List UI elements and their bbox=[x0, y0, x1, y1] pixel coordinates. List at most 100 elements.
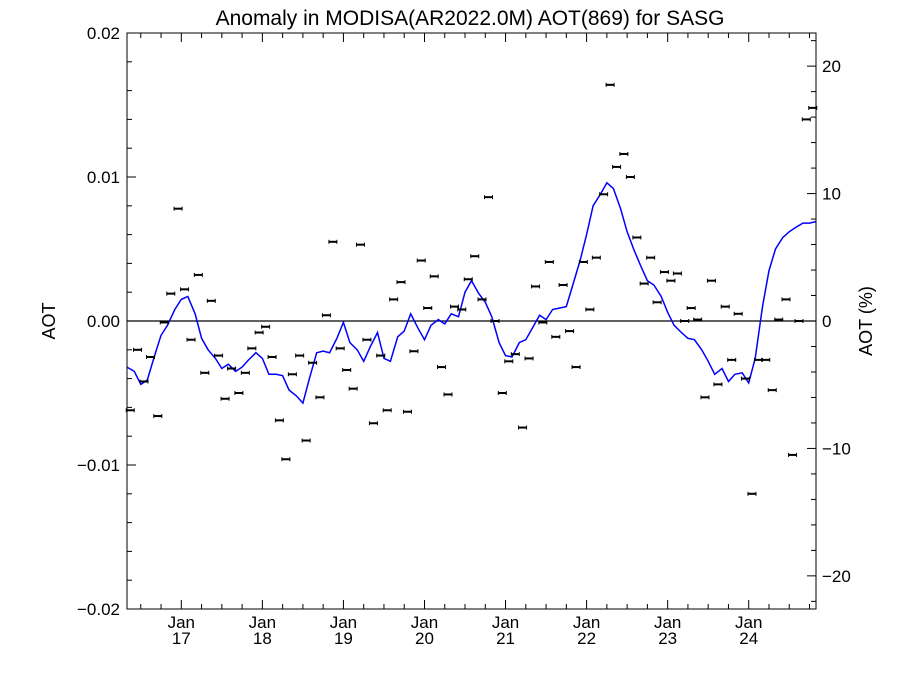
monthly-point bbox=[261, 324, 271, 329]
monthly-point bbox=[200, 370, 210, 375]
monthly-point bbox=[133, 347, 143, 352]
monthly-point bbox=[308, 360, 318, 365]
monthly-point bbox=[402, 409, 412, 414]
monthly-point bbox=[173, 206, 183, 211]
monthly-point bbox=[727, 357, 737, 362]
monthly-point bbox=[544, 259, 554, 264]
y-tick-label-right: −20 bbox=[822, 567, 851, 586]
monthly-point bbox=[153, 414, 163, 419]
monthly-point bbox=[247, 346, 257, 351]
monthly-point bbox=[206, 298, 216, 303]
x-tick-label-year: 20 bbox=[415, 629, 434, 648]
monthly-point bbox=[368, 421, 378, 426]
monthly-point bbox=[193, 272, 203, 277]
y-tick-label-left: −0.02 bbox=[77, 600, 120, 619]
monthly-point bbox=[646, 255, 656, 260]
monthly-point bbox=[518, 425, 528, 430]
monthly-point bbox=[449, 304, 459, 309]
monthly-point bbox=[497, 391, 507, 395]
monthly-point bbox=[335, 346, 345, 351]
monthly-point bbox=[180, 287, 190, 292]
y-axis-label-right: AOT (%) bbox=[856, 286, 876, 356]
monthly-point bbox=[713, 382, 723, 387]
x-tick-label-year: 21 bbox=[496, 629, 515, 648]
monthly-point bbox=[538, 320, 548, 325]
monthly-point bbox=[794, 319, 804, 323]
monthly-point bbox=[159, 320, 169, 325]
monthly-point bbox=[166, 291, 176, 296]
monthly-point bbox=[510, 352, 520, 357]
monthly-point bbox=[463, 277, 473, 282]
monthly-point bbox=[267, 355, 277, 359]
plot-frame bbox=[126, 32, 817, 610]
monthly-point bbox=[382, 408, 392, 413]
monthly-point bbox=[808, 105, 818, 110]
x-tick-label-year: 24 bbox=[739, 629, 758, 648]
monthly-point bbox=[693, 317, 703, 322]
monthly-point bbox=[214, 353, 224, 358]
x-tick-label-month: Jan bbox=[249, 613, 276, 632]
monthly-point bbox=[186, 337, 196, 342]
monthly-point bbox=[490, 319, 500, 323]
monthly-point bbox=[281, 457, 291, 462]
monthly-point bbox=[524, 356, 534, 361]
x-tick-label-month: Jan bbox=[654, 613, 681, 632]
monthly-point bbox=[774, 317, 784, 322]
monthly-point bbox=[504, 359, 514, 364]
y-tick-label-left: 0.00 bbox=[87, 312, 120, 331]
monthly-point bbox=[240, 370, 250, 375]
monthly-point bbox=[362, 337, 372, 342]
y-tick-label-left: 0.02 bbox=[87, 24, 120, 43]
monthly-point bbox=[558, 283, 568, 287]
monthly-point bbox=[565, 329, 575, 334]
monthly-point bbox=[801, 117, 811, 122]
monthly-point bbox=[605, 82, 615, 87]
monthly-point bbox=[470, 254, 480, 259]
monthly-point bbox=[376, 353, 386, 358]
monthly-point bbox=[733, 311, 743, 316]
monthly-point bbox=[274, 418, 284, 423]
monthly-point bbox=[740, 376, 750, 381]
monthly-point bbox=[416, 258, 426, 263]
monthly-point bbox=[747, 491, 757, 496]
monthly-point bbox=[315, 395, 325, 400]
monthly-point bbox=[301, 438, 311, 443]
x-tick-label-month: Jan bbox=[492, 613, 519, 632]
y-tick-label-right: 20 bbox=[822, 57, 841, 76]
monthly-point bbox=[619, 151, 629, 156]
monthly-point bbox=[571, 365, 581, 370]
monthly-point bbox=[781, 297, 791, 302]
y-tick-label-right: 10 bbox=[822, 185, 841, 204]
monthly-point bbox=[139, 379, 149, 384]
monthly-point bbox=[348, 386, 358, 391]
x-tick-label-year: 18 bbox=[253, 629, 272, 648]
x-tick-label-year: 23 bbox=[658, 629, 677, 648]
monthly-point bbox=[396, 280, 406, 285]
monthly-point bbox=[443, 392, 453, 397]
monthly-point bbox=[666, 278, 676, 283]
monthly-point bbox=[254, 330, 264, 335]
monthly-point bbox=[680, 319, 690, 323]
monthly-point bbox=[612, 164, 622, 169]
monthly-point bbox=[227, 366, 237, 371]
monthly-point bbox=[591, 255, 601, 260]
smoothed-series-line bbox=[126, 181, 817, 405]
monthly-point bbox=[328, 239, 338, 244]
monthly-point bbox=[585, 307, 595, 312]
monthly-point bbox=[652, 300, 662, 305]
monthly-point bbox=[551, 334, 561, 339]
y-axis-label-left: AOT bbox=[39, 302, 59, 339]
monthly-point bbox=[342, 367, 352, 372]
monthly-point bbox=[686, 306, 696, 311]
monthly-point bbox=[234, 391, 244, 395]
monthly-point bbox=[321, 313, 331, 318]
monthly-point bbox=[287, 372, 297, 377]
monthly-point bbox=[220, 396, 230, 401]
x-tick-label-year: 22 bbox=[577, 629, 596, 648]
y-tick-label-right: 0 bbox=[822, 312, 831, 331]
monthly-point bbox=[437, 365, 447, 370]
monthly-point bbox=[706, 278, 716, 283]
y-tick-label-right: −10 bbox=[822, 439, 851, 458]
monthly-point bbox=[457, 307, 467, 312]
